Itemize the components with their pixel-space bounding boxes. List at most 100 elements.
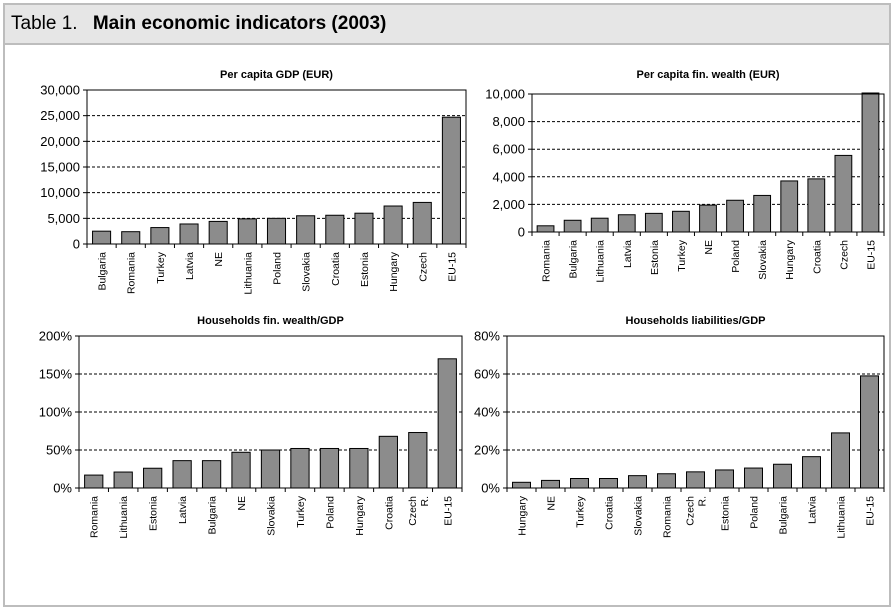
bar-czech-r- bbox=[686, 471, 705, 489]
category-label: Turkey bbox=[575, 495, 587, 527]
category-label: Bulgaria bbox=[97, 252, 109, 291]
y-tick-label: 40% bbox=[474, 405, 500, 420]
table-title: Main economic indicators (2003) bbox=[92, 13, 387, 34]
y-tick-label: 60% bbox=[474, 367, 500, 382]
category-label: Poland bbox=[730, 240, 742, 273]
category-label: Bulgaria bbox=[778, 496, 790, 535]
chart-per-capita-fin-wealth-group: Per capita fin. wealth (EUR) 0 2,000 4,000 6… bbox=[485, 69, 885, 283]
chart-title: Per capita GDP (EUR) bbox=[220, 69, 333, 81]
bar-slovakia bbox=[628, 475, 647, 489]
category-label: Hungary bbox=[784, 239, 796, 279]
bar-slovakia bbox=[296, 215, 316, 245]
bar-hungary bbox=[383, 205, 403, 245]
bar-croatia bbox=[325, 214, 345, 245]
category-label: Latvia bbox=[807, 496, 819, 524]
chart-title: Households fin. wealth/GDP bbox=[197, 315, 344, 327]
category-label: NE bbox=[703, 240, 715, 255]
y-tick-label: 8,000 bbox=[492, 114, 525, 129]
bar-lithuania bbox=[237, 218, 257, 245]
y-tick-label: 10,000 bbox=[485, 87, 525, 102]
y-tick-label: 20,000 bbox=[40, 134, 80, 149]
table-number: Table 1. bbox=[11, 13, 78, 34]
y-tick-label: 200% bbox=[39, 329, 73, 344]
category-label: Hungary bbox=[517, 495, 529, 535]
chart-per-capita-gdp: Per capita GDP (EUR) 0 5,000 10,000 15,000 20… bbox=[39, 69, 885, 539]
category-label: Lithuania bbox=[836, 496, 848, 539]
y-tick-label: 6,000 bbox=[492, 142, 525, 157]
bar-estonia bbox=[143, 467, 163, 489]
bar-bulgaria bbox=[773, 463, 792, 489]
category-label: Slovakia bbox=[301, 252, 313, 292]
bar-ne bbox=[699, 204, 717, 233]
bar-latvia bbox=[802, 456, 821, 489]
chart-title: Households liabilities/GDP bbox=[626, 315, 766, 327]
category-label: EU-15 bbox=[446, 252, 458, 282]
category-label: Turkey bbox=[676, 239, 688, 271]
plot-area-border bbox=[531, 93, 885, 233]
bar-bulgaria bbox=[92, 230, 112, 245]
y-tick-label: 150% bbox=[39, 367, 73, 382]
y-tick-label: 0 bbox=[73, 237, 80, 252]
category-label: NE bbox=[546, 496, 558, 511]
table-frame: Table 1. Main economic indicators (2003)… bbox=[3, 3, 891, 607]
bar-turkey bbox=[570, 478, 589, 489]
category-label: Slovakia bbox=[633, 496, 645, 536]
category-label: Bulgaria bbox=[568, 240, 580, 279]
bar-lithuania bbox=[590, 217, 609, 233]
bar-poland bbox=[744, 467, 763, 489]
category-label: NE bbox=[236, 496, 248, 511]
bar-eu-15 bbox=[437, 358, 457, 489]
charts-area: Per capita GDP (EUR) 0 5,000 10,000 15,000 20… bbox=[5, 45, 889, 605]
y-tick-label: 50% bbox=[46, 443, 72, 458]
bar-poland bbox=[266, 217, 287, 245]
bar-slovakia bbox=[260, 449, 281, 489]
category-label: EU-15 bbox=[865, 496, 877, 526]
y-tick-label: 15,000 bbox=[40, 160, 80, 175]
chart-title: Per capita fin. wealth (EUR) bbox=[636, 69, 779, 81]
y-tick-label: 5,000 bbox=[47, 211, 80, 226]
bar-estonia bbox=[644, 212, 663, 233]
category-label: Turkey bbox=[295, 495, 307, 527]
bar-estonia bbox=[715, 469, 734, 489]
category-label: Croatia bbox=[383, 496, 395, 530]
category-label: Estonia bbox=[649, 240, 661, 275]
bar-poland bbox=[319, 447, 340, 489]
category-label: Croatia bbox=[811, 240, 823, 274]
bar-lithuania bbox=[831, 432, 850, 489]
chart-households-liabilities-group: Households liabilities/GDP 0% 20% 40% 60% 80%… bbox=[474, 315, 885, 539]
bar-romania bbox=[121, 231, 141, 245]
bar-turkey bbox=[290, 447, 310, 489]
bar-croatia bbox=[599, 478, 618, 489]
plot-area-border bbox=[506, 335, 885, 489]
category-label: Turkey bbox=[155, 251, 167, 283]
bar-bulgaria bbox=[563, 219, 582, 233]
y-tick-label: 0% bbox=[481, 481, 500, 496]
category-label: Lithuania bbox=[595, 240, 607, 283]
category-label: Romania bbox=[89, 496, 101, 538]
category-label-line2: R. bbox=[419, 496, 431, 507]
bar-bulgaria bbox=[201, 460, 222, 489]
category-label: Slovakia bbox=[757, 240, 769, 280]
y-tick-label: 80% bbox=[474, 329, 500, 344]
bar-croatia bbox=[807, 178, 826, 233]
category-label: Czech bbox=[407, 496, 419, 526]
category-label: Lithuania bbox=[242, 252, 254, 295]
category-label: Bulgaria bbox=[207, 496, 219, 535]
bar-turkey bbox=[150, 227, 170, 245]
category-label: Czech bbox=[838, 240, 850, 270]
bar-hungary bbox=[780, 180, 799, 233]
bar-ne bbox=[541, 479, 560, 489]
category-label: Estonia bbox=[720, 496, 732, 531]
bar-poland bbox=[726, 199, 744, 233]
bar-czech-r- bbox=[408, 432, 428, 489]
category-label: Croatia bbox=[330, 252, 342, 286]
category-label: Poland bbox=[324, 496, 336, 529]
chart-per-capita-gdp-group: Per capita GDP (EUR) 0 5,000 10,000 15,000 20… bbox=[40, 69, 467, 295]
bar-ne bbox=[231, 451, 251, 489]
category-label: Romania bbox=[126, 252, 138, 294]
category-label: Czech bbox=[685, 496, 697, 526]
y-tick-label: 10,000 bbox=[40, 185, 80, 200]
category-label: EU-15 bbox=[865, 240, 877, 270]
category-label: Lithuania bbox=[118, 496, 130, 539]
category-label: Czech bbox=[417, 252, 429, 282]
